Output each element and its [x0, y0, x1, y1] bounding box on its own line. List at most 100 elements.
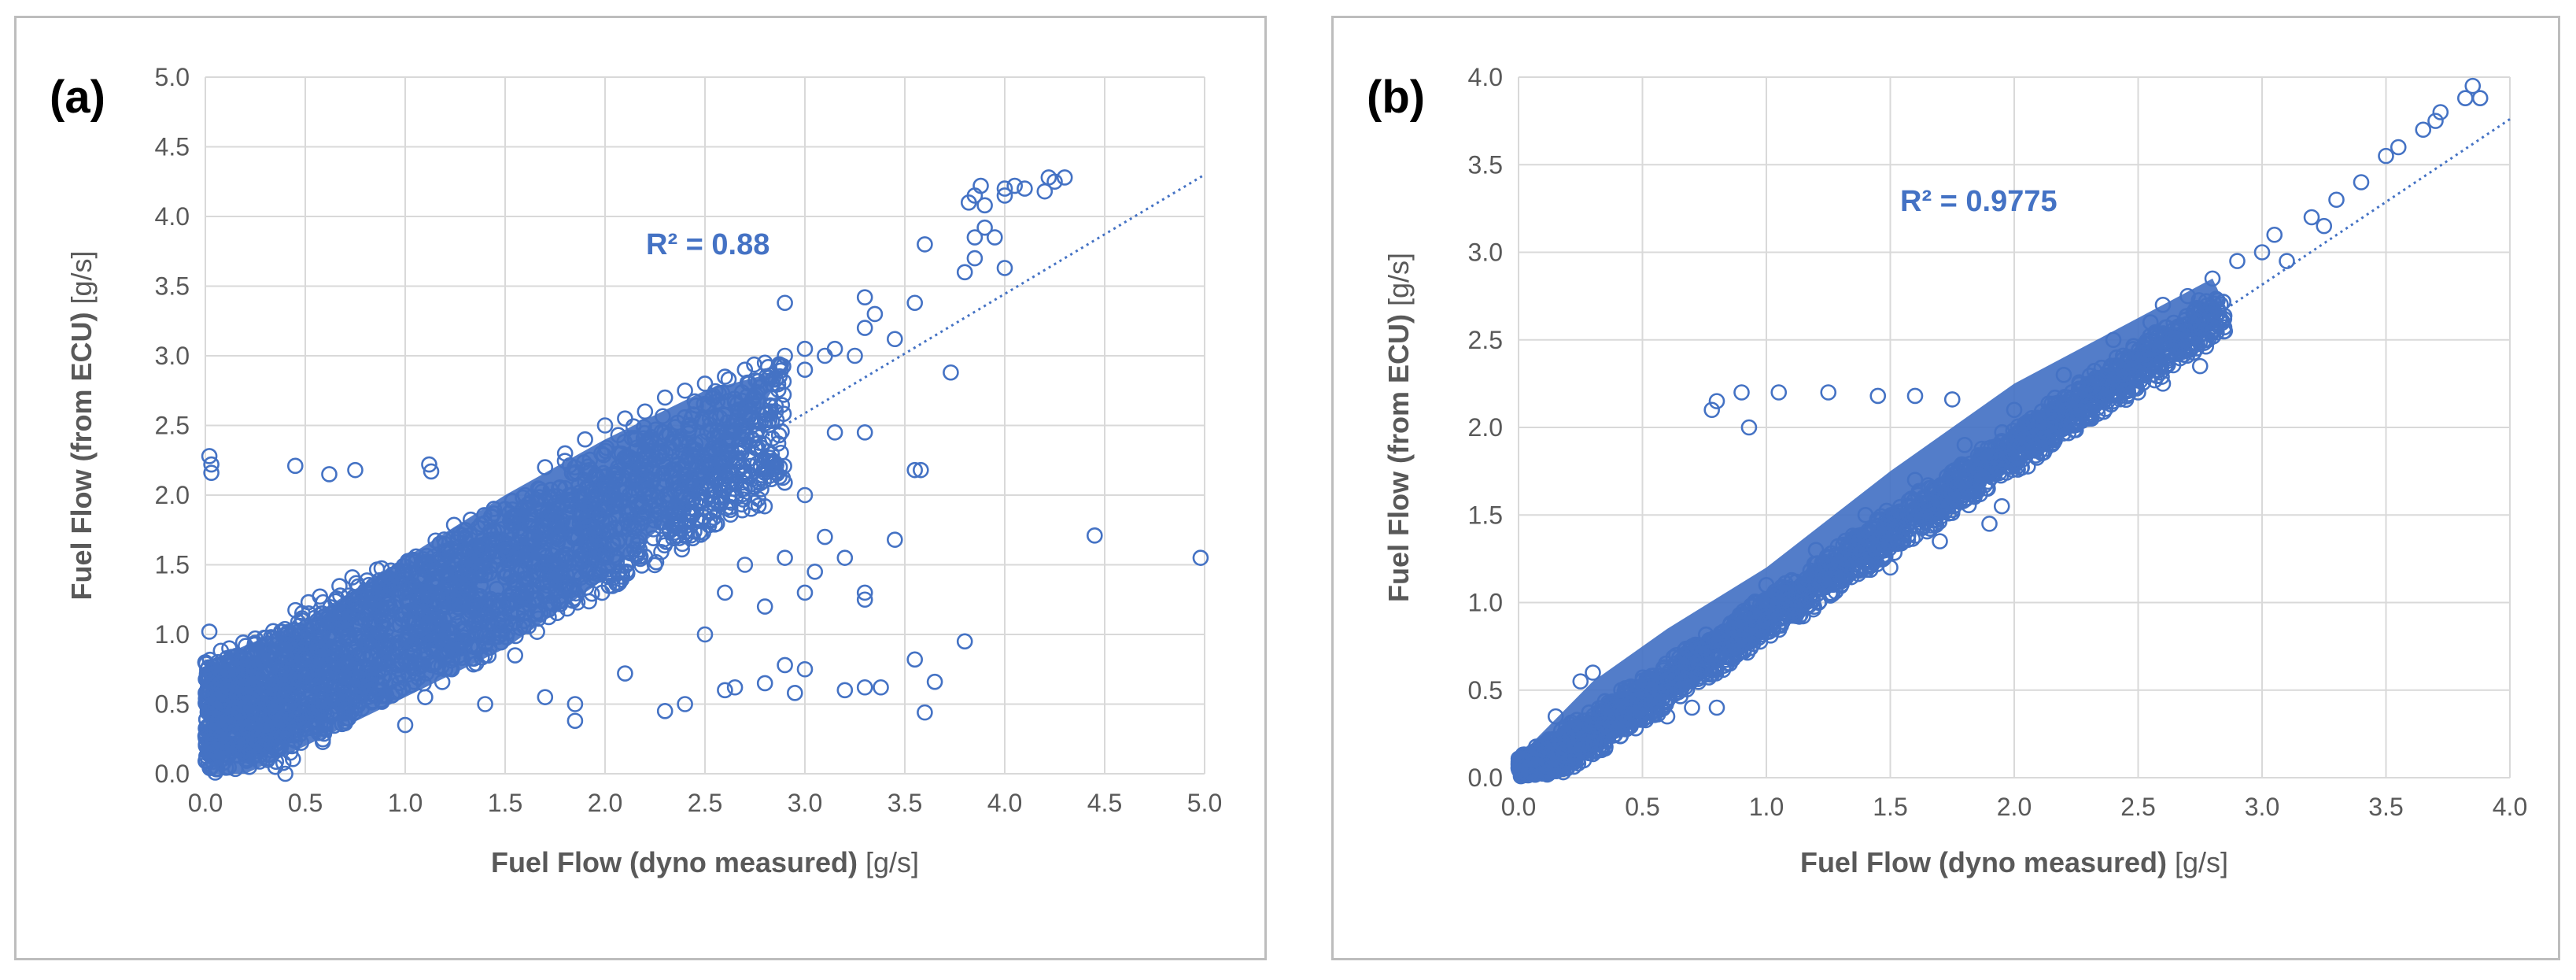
data-point — [221, 640, 238, 657]
data-point — [437, 535, 453, 553]
scatter-chart-a: 0.0 0.5 1.0 1.5 2.0 2.5 3.0 3.5 4.0 4.5 5.00.00.51… — [50, 63, 1222, 878]
data-point — [397, 716, 414, 734]
data-point — [753, 481, 769, 497]
data-point — [207, 689, 223, 705]
data-point — [580, 504, 596, 521]
x-tick-label: 3.5 — [888, 789, 922, 817]
data-point — [201, 448, 218, 464]
data-point — [217, 709, 234, 727]
data-point — [645, 521, 662, 538]
data-point — [566, 696, 584, 712]
data-point — [732, 404, 749, 420]
data-point — [481, 639, 498, 656]
data-point — [733, 392, 751, 409]
data-point — [737, 404, 754, 421]
data-point — [593, 445, 610, 462]
data-point — [873, 679, 889, 696]
x-tick-label: 0.0 — [188, 789, 223, 817]
y-tick-label: 4.0 — [155, 202, 190, 231]
data-point — [696, 626, 714, 643]
data-point — [340, 587, 357, 605]
data-point — [419, 560, 437, 577]
data-point — [473, 557, 489, 575]
data-point — [542, 481, 559, 498]
data-point — [249, 668, 267, 685]
data-point — [618, 557, 634, 574]
data-point — [887, 531, 903, 548]
data-point — [578, 579, 595, 596]
data-point — [275, 641, 293, 658]
y-tick-label: 0.0 — [155, 760, 190, 788]
data-point — [2161, 340, 2177, 357]
data-point — [742, 457, 758, 475]
data-point — [856, 289, 873, 305]
data-point — [515, 597, 532, 613]
x-tick-label: 4.5 — [1087, 789, 1122, 817]
data-point — [762, 390, 780, 406]
data-point — [256, 716, 274, 734]
data-point — [775, 358, 792, 375]
data-point — [796, 361, 814, 379]
data-point — [906, 461, 923, 479]
data-point — [796, 486, 814, 504]
x-tick-label: 3.0 — [788, 789, 822, 817]
data-point — [866, 305, 884, 323]
data-point — [290, 614, 307, 631]
data-point — [1006, 177, 1023, 194]
data-point — [580, 458, 596, 475]
data-point — [2144, 366, 2161, 383]
data-point — [529, 623, 545, 640]
x-tick-label: 3.0 — [2245, 793, 2279, 821]
data-point — [745, 390, 762, 406]
data-point — [717, 368, 733, 385]
data-point — [368, 687, 385, 704]
panel-label: (a) — [50, 72, 105, 123]
data-point — [437, 660, 454, 678]
data-point — [736, 464, 753, 480]
data-point — [917, 236, 933, 253]
data-point — [561, 579, 578, 597]
data-point — [503, 515, 520, 532]
data-point — [632, 550, 649, 568]
x-tick-label: 2.5 — [2120, 793, 2155, 821]
data-point — [996, 187, 1013, 204]
data-point — [661, 427, 678, 443]
x-tick-label: 3.5 — [2368, 793, 2403, 821]
data-point — [282, 744, 299, 761]
trendline — [205, 173, 1205, 772]
data-point — [515, 578, 532, 595]
data-point — [476, 610, 493, 627]
data-point — [826, 340, 843, 357]
data-point — [677, 382, 693, 399]
data-point — [738, 425, 755, 442]
data-point — [462, 638, 479, 655]
data-point — [371, 585, 389, 601]
data-point — [480, 647, 497, 664]
data-point — [717, 682, 733, 699]
y-tick-label: 5.0 — [155, 63, 190, 91]
data-point — [1621, 697, 1638, 713]
data-point — [847, 347, 863, 364]
data-point — [806, 564, 824, 580]
data-point — [220, 759, 237, 776]
data-point — [234, 697, 251, 714]
data-point — [209, 712, 227, 730]
data-point — [498, 629, 515, 645]
data-point — [976, 197, 993, 214]
y-tick-label: 4.5 — [155, 133, 190, 161]
y-tick-label: 2.5 — [155, 412, 190, 440]
data-point — [643, 442, 660, 460]
data-point — [736, 438, 753, 455]
data-point — [627, 431, 644, 448]
data-point — [397, 584, 414, 601]
data-point — [309, 668, 326, 686]
x-tick-label: 2.0 — [588, 789, 622, 817]
data-point — [465, 656, 482, 673]
data-point — [966, 250, 984, 267]
data-point — [321, 466, 338, 483]
data-point — [522, 514, 539, 531]
data-point — [1784, 603, 1801, 620]
data-point — [621, 486, 638, 504]
data-point — [722, 501, 739, 519]
data-point — [409, 568, 426, 586]
